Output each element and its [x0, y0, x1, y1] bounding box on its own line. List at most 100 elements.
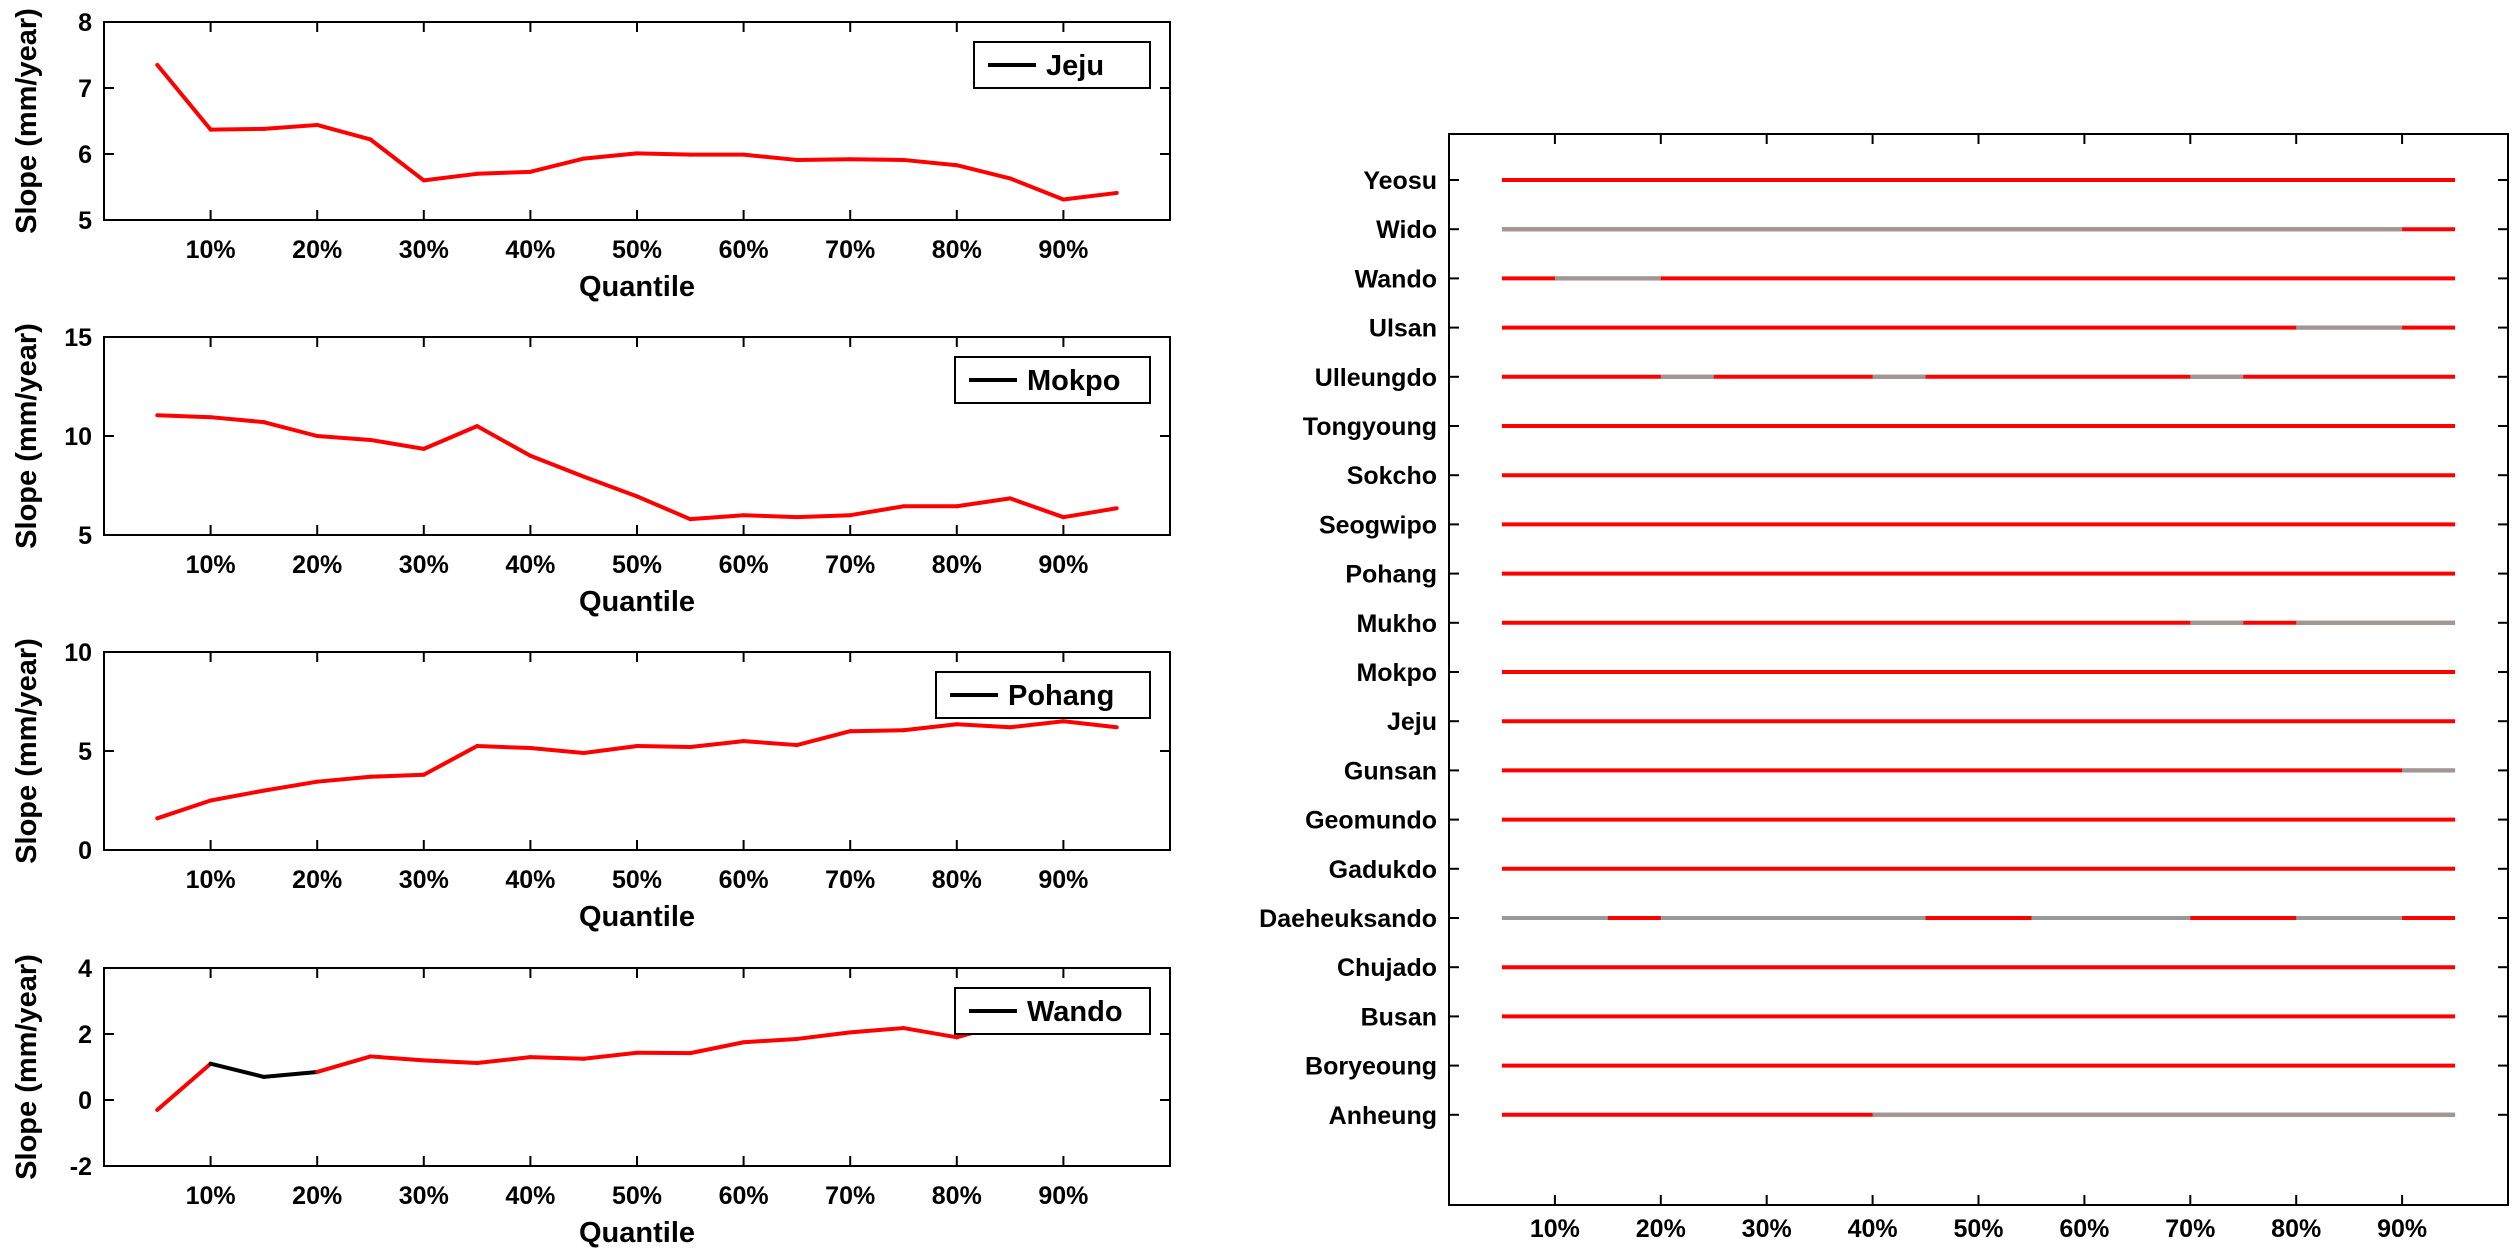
x-tick-label: 80%	[932, 551, 982, 579]
x-tick-label: 80%	[932, 236, 982, 264]
x-axis-title: Quantile	[579, 1217, 695, 1249]
station-row-wando: Wando	[1355, 265, 2508, 293]
series-segment	[741, 739, 799, 748]
x-tick-label: 50%	[1953, 1215, 2003, 1243]
x-tick-label: 40%	[1848, 1215, 1898, 1243]
series-segment	[1061, 190, 1119, 202]
y-axis-title: Slope (mm/year)	[11, 323, 43, 549]
series-segment	[155, 413, 213, 420]
series-segment	[741, 152, 799, 162]
line-panel-wando: -2 0 2 4 10% 20% 30% 40% 50% 60% 70% 80% 90% Quantile…	[11, 954, 1171, 1249]
line-panel-mokpo: 5 10 15 10% 20% 30% 40% 50% 60% 70% 80% 90% Quantile…	[11, 323, 1171, 618]
x-tick-label: 20%	[292, 551, 342, 579]
station-row-geomundo: Geomundo	[1305, 807, 2508, 835]
x-tick-label: 30%	[399, 551, 449, 579]
x-tick-label: 40%	[505, 551, 555, 579]
series-segment	[635, 494, 693, 522]
series-segment	[475, 424, 533, 458]
x-tick-label: 30%	[399, 236, 449, 264]
x-tick-label: 50%	[612, 1182, 662, 1210]
station-label: Ulsan	[1369, 315, 1437, 343]
series-segment	[315, 774, 373, 784]
series-segment	[261, 420, 320, 438]
station-label: Wando	[1355, 265, 1437, 293]
x-tick-label: 10%	[186, 551, 236, 579]
x-tick-label: 80%	[932, 866, 982, 894]
series-segment	[315, 434, 373, 442]
y-tick-label: 10	[64, 639, 92, 667]
x-tick-label: 70%	[825, 236, 875, 264]
series-segment	[635, 151, 693, 157]
x-tick-label: 50%	[612, 551, 662, 579]
station-label: Pohang	[1345, 561, 1437, 589]
station-label: Gunsan	[1344, 757, 1437, 785]
x-tick-label: 60%	[719, 236, 769, 264]
x-tick-label: 30%	[399, 866, 449, 894]
y-tick-label: 8	[78, 9, 92, 37]
series-segment	[261, 779, 320, 793]
y-tick-label: -2	[70, 1153, 92, 1181]
station-label: Busan	[1361, 1003, 1437, 1031]
x-tick-label: 50%	[612, 866, 662, 894]
station-row-ulleungdo: Ulleungdo	[1315, 364, 2508, 392]
y-axis-title: Slope (mm/year)	[11, 8, 43, 234]
y-axis-title: Slope (mm/year)	[11, 954, 43, 1180]
x-axis-title: Quantile	[579, 586, 695, 618]
y-tick-label: 5	[78, 207, 92, 235]
series-segment	[475, 169, 533, 176]
series-segment	[1008, 719, 1066, 730]
station-label: Jeju	[1387, 708, 1437, 736]
station-significance-panel: 10% 20% 30% 40% 50% 60% 70% 80% 90% Quantile Yeosu…	[1259, 133, 2509, 1249]
x-tick-label: 70%	[825, 1182, 875, 1210]
station-label: Sokcho	[1347, 462, 1437, 490]
x-tick-label: 40%	[505, 866, 555, 894]
series-segment	[261, 122, 320, 131]
series-segment	[421, 171, 480, 183]
series-segment	[368, 772, 426, 779]
station-row-gadukdo: Gadukdo	[1329, 856, 2508, 884]
x-axis-title: Quantile	[579, 271, 695, 303]
series-segment	[208, 126, 266, 132]
series-segment	[794, 729, 853, 748]
series-segment	[528, 746, 586, 755]
series-segment	[208, 1061, 266, 1079]
x-tick-label: 90%	[1038, 1182, 1088, 1210]
series-segment	[848, 157, 906, 162]
station-row-wido: Wido	[1376, 216, 2508, 244]
station-row-pohang: Pohang	[1345, 561, 2508, 589]
station-label: Daeheuksando	[1259, 905, 1437, 933]
series-segment	[368, 137, 426, 183]
station-row-mokpo: Mokpo	[1356, 659, 2508, 687]
series-segment	[155, 798, 213, 821]
series-segment	[635, 744, 693, 750]
x-tick-label: 60%	[2059, 1215, 2109, 1243]
station-label: Geomundo	[1305, 807, 1437, 835]
station-row-sokcho: Sokcho	[1347, 462, 2508, 490]
series-segment	[155, 62, 213, 132]
series-segment	[848, 728, 906, 734]
station-row-busan: Busan	[1361, 1003, 2508, 1031]
station-label: Seogwipo	[1319, 511, 1437, 539]
station-label: Gadukdo	[1329, 856, 1437, 884]
series-segment	[954, 163, 1013, 181]
series-segment	[155, 1061, 213, 1112]
line-panel-jeju: 5 6 7 8 10% 20% 30% 40% 50% 60% 70% 80% 90% Quantile S…	[11, 8, 1171, 303]
series-segment	[794, 513, 853, 520]
x-tick-label: 70%	[2165, 1215, 2215, 1243]
series-segment	[475, 1055, 533, 1066]
x-tick-label: 90%	[2377, 1215, 2427, 1243]
station-row-mukho: Mukho	[1356, 610, 2508, 638]
series-segment	[581, 151, 639, 161]
x-axis-title: Quantile	[579, 901, 695, 933]
y-tick-label: 5	[78, 522, 92, 550]
series-segment	[954, 722, 1013, 730]
series-segment	[421, 744, 480, 777]
legend-label: Mokpo	[1027, 365, 1120, 397]
station-label: Anheung	[1329, 1102, 1437, 1130]
series-segment	[848, 1026, 906, 1035]
series-segment	[794, 157, 853, 162]
series-segment	[368, 437, 426, 451]
legend-label: Wando	[1027, 996, 1123, 1028]
series-segment	[848, 504, 906, 518]
